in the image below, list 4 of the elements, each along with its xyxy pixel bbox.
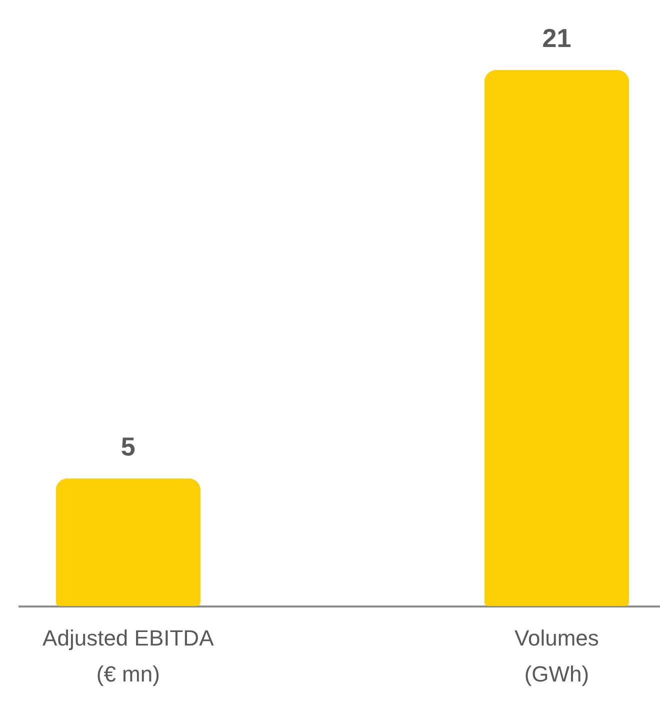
- x-tick-label: Volumes (GWh): [514, 626, 599, 686]
- data-label: 21: [542, 23, 572, 53]
- data-label: 5: [120, 431, 136, 462]
- x-tick-label: Adjusted EBITDA (€ mn): [42, 626, 214, 686]
